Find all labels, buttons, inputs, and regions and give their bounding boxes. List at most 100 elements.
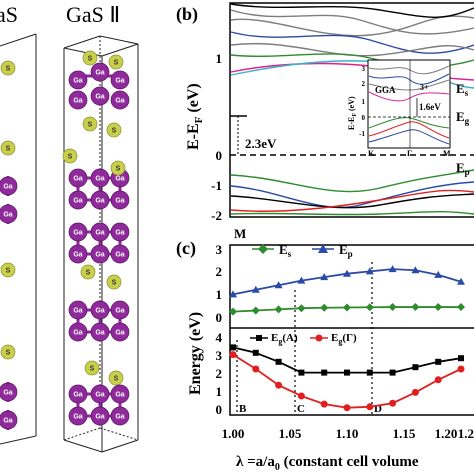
es-series-point: [388, 303, 397, 312]
svg-text:Ga: Ga: [73, 78, 82, 85]
inset-plus-label: 3+: [420, 83, 429, 92]
ytick: 0: [216, 402, 223, 417]
ga-atom: Ga: [90, 222, 110, 242]
ga-atom: Ga: [110, 222, 130, 242]
ga-atom: Ga: [110, 322, 130, 342]
egg-series-point: [252, 365, 260, 373]
inset-ytick: 0: [362, 114, 366, 122]
inset-ytick: -1: [359, 130, 365, 138]
ytick: -2: [211, 208, 222, 223]
s-atom: S: [80, 264, 96, 280]
ytick: 3: [216, 242, 223, 257]
atoms-left-structure: S S Ga Ga S S Ga Ga: [0, 60, 18, 430]
svg-text:Ga: Ga: [95, 330, 104, 337]
ega-series-point: [435, 358, 442, 365]
egg-series-line: [232, 353, 462, 409]
ega-series-point: [458, 355, 464, 362]
inset-gga: GGA 3+ 1.6eV 3 2 1 0 -1 E-EF (eV) K Γ M: [347, 59, 451, 158]
ga-atom: Ga: [0, 382, 18, 402]
svg-text:Ga: Ga: [115, 176, 124, 183]
svg-text:Ga: Ga: [115, 98, 124, 105]
svg-text:S: S: [88, 56, 93, 63]
ytick: 3: [216, 348, 223, 363]
series-marks: [229, 265, 465, 412]
svg-text:Ga: Ga: [95, 308, 104, 315]
ep-series-point: [320, 273, 329, 281]
panel-b-yticks: 1 0 -1 -2: [211, 51, 222, 223]
ga-atom: Ga: [68, 406, 88, 426]
egg-series-point: [366, 403, 374, 411]
ep-series-point: [411, 266, 420, 274]
band-line: [230, 189, 474, 212]
ega-series-point: [230, 344, 236, 351]
legend-ega-marker: [256, 335, 262, 341]
svg-text:Ga: Ga: [3, 390, 12, 397]
egg-series-point: [297, 392, 305, 400]
vline-label-b: B: [239, 403, 247, 415]
ga-atom: Ga: [110, 406, 130, 426]
svg-text:S: S: [86, 270, 91, 277]
es-series-point: [434, 303, 443, 312]
vline-label-c: C: [297, 403, 305, 415]
ga-atom: Ga: [68, 322, 88, 342]
ytick: 2: [216, 264, 223, 279]
xtick: 1.20: [435, 426, 458, 441]
svg-text:Ga: Ga: [115, 414, 124, 421]
es-series-point: [297, 304, 306, 313]
ep-series-point: [388, 265, 397, 273]
ga-atom: Ga: [90, 406, 110, 426]
egg-series-point: [229, 351, 237, 359]
panel-c-xticks: 1.00 1.05 1.10 1.15 1.20 1.2: [222, 426, 474, 441]
svg-text:Ga: Ga: [115, 230, 124, 237]
band-line: [230, 181, 474, 209]
band-label-ep: Ep: [456, 160, 470, 177]
svg-text:Ga: Ga: [3, 212, 12, 219]
svg-text:Ga: Ga: [115, 252, 124, 259]
es-series-point: [274, 305, 283, 314]
svg-text:Ga: Ga: [73, 98, 82, 105]
svg-text:S: S: [88, 122, 93, 129]
egg-series-point: [389, 399, 397, 407]
es-series-point: [229, 307, 237, 316]
ega-series-point: [252, 349, 259, 356]
panel-c-frame: [229, 244, 474, 416]
band-line: [230, 210, 474, 216]
es-series-point: [411, 303, 420, 312]
ga-atom: Ga: [68, 300, 88, 320]
panel-b-ylabel: E-EF (eV): [185, 83, 205, 150]
svg-text:Ga: Ga: [73, 198, 82, 205]
svg-text:Ga: Ga: [115, 78, 124, 85]
panel-b-label: (b): [176, 4, 198, 25]
ega-series-point: [275, 358, 282, 365]
ga-atom: Ga: [68, 70, 88, 90]
xtick: 1.05: [279, 426, 302, 441]
s-atom: S: [82, 50, 98, 66]
ega-series-point: [389, 369, 396, 376]
ytick: 0: [216, 310, 223, 325]
inset-gap-label: 1.6eV: [419, 102, 441, 112]
structure-title-gas2: GaS Ⅱ: [66, 2, 120, 27]
svg-text:Ga: Ga: [73, 414, 82, 421]
ega-series-point: [298, 369, 305, 376]
es-series-point: [365, 303, 374, 312]
svg-text:Ga: Ga: [115, 392, 124, 399]
svg-text:Ga: Ga: [95, 414, 104, 421]
s-atom: S: [106, 274, 122, 290]
svg-text:S: S: [6, 66, 11, 73]
ga-atom: Ga: [0, 176, 18, 196]
egg-series-point: [275, 381, 283, 389]
es-series-point: [343, 303, 351, 312]
legend-lower: Eg(A) Eg(Γ): [250, 332, 357, 346]
svg-text:Ga: Ga: [73, 330, 82, 337]
s-atom: S: [0, 262, 16, 278]
egg-series-point: [434, 376, 442, 384]
cell-frame-left: [0, 33, 37, 445]
s-atom: S: [82, 116, 98, 132]
xtick: 1.2: [458, 426, 474, 441]
band-label-eg: Eg: [456, 109, 470, 126]
ga-atom: Ga: [110, 190, 130, 210]
inset-yticks: 3 2 1 0 -1: [359, 65, 365, 138]
ga-atom: Ga: [110, 244, 130, 264]
svg-text:Ga: Ga: [73, 392, 82, 399]
svg-text:S: S: [6, 350, 11, 357]
